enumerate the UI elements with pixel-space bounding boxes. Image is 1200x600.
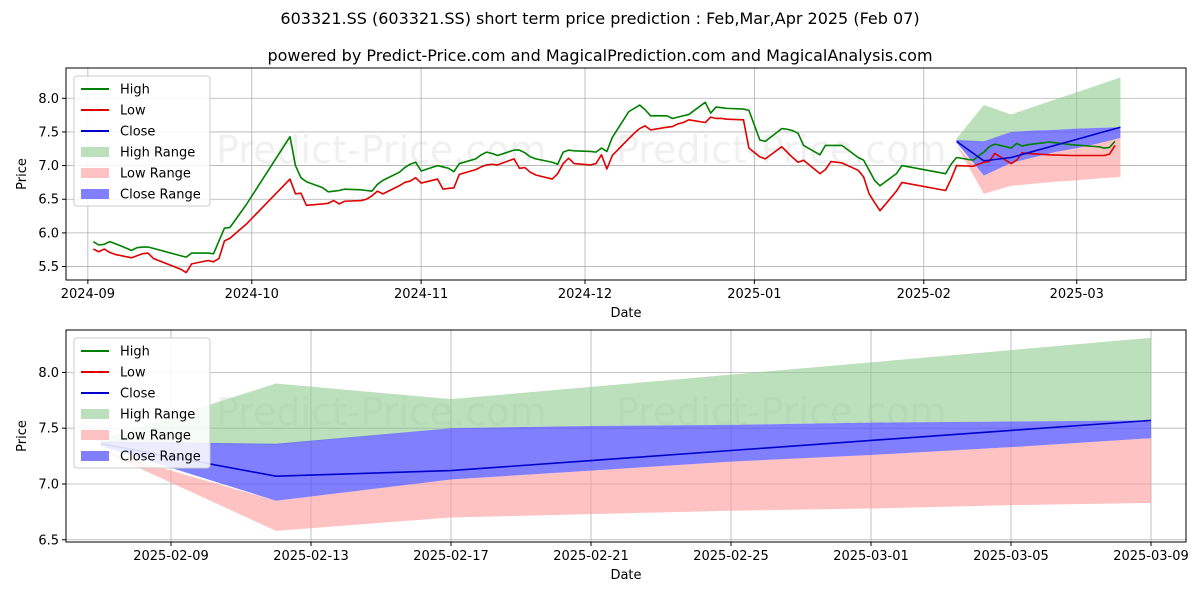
panel2-x-tick-label-0: 2025-02-09 <box>133 549 209 564</box>
panel2-legend-label-close-range: Close Range <box>120 450 201 465</box>
panel2-legend-label-high-range: High Range <box>120 408 195 423</box>
panel2-legend-swatch-high-range <box>81 409 109 419</box>
panel1-y-tick-label-1: 6.0 <box>38 226 59 241</box>
panel2-x-tick-label-6: 2025-03-05 <box>973 549 1049 564</box>
panel2-x-tick-label-7: 2025-03-09 <box>1113 549 1189 564</box>
panel2-high-range-band <box>101 337 1151 445</box>
panel1-x-tick-label-0: 2024-09 <box>61 287 115 302</box>
panel2-legend-label-low-range: Low Range <box>120 429 191 444</box>
panel1-legend-swatch-high-range <box>81 147 109 157</box>
panel1-y-tick-label-0: 5.5 <box>38 260 59 275</box>
panel2-legend-label-close: Close <box>120 387 155 402</box>
panel2-legend-swatch-low-range <box>81 430 109 440</box>
chart-subtitle: powered by Predict-Price.com and Magical… <box>267 46 933 65</box>
panel1-y-tick-label-4: 7.5 <box>38 125 59 140</box>
panel2-plot-frame <box>65 329 1187 543</box>
panel1-legend-label-close: Close <box>120 125 155 140</box>
panel2-y-tick-label-1: 7.0 <box>38 477 59 492</box>
panel2-x-tick-label-4: 2025-02-25 <box>693 549 769 564</box>
panel1-legend-swatch-close-range <box>81 189 109 199</box>
panel1-close-line <box>956 126 1121 162</box>
chart-title: 603321.SS (603321.SS) short term price p… <box>280 9 920 28</box>
panel1-legend-label-close-range: Close Range <box>120 188 201 203</box>
panel2-x-tick-label-3: 2025-02-21 <box>553 549 629 564</box>
panel1-x-axis-label: Date <box>610 306 641 321</box>
panel1-legend-label-high-range: High Range <box>120 146 195 161</box>
panel1-y-tick-label-5: 8.0 <box>38 92 59 107</box>
panel1-y-tick-label-3: 7.0 <box>38 159 59 174</box>
panel1-legend-label-low-range: Low Range <box>120 167 191 182</box>
panel2-legend-swatch-close-range <box>81 451 109 461</box>
panel2-y-axis-label: Price <box>15 420 30 452</box>
panel1-y-tick-label-2: 6.5 <box>38 193 59 208</box>
panel1-x-tick-label-3: 2024-12 <box>558 287 612 302</box>
panel1-legend-label-low: Low <box>120 104 146 119</box>
panel2-y-tick-label-3: 8.0 <box>38 366 59 381</box>
panel1-plot-frame <box>65 67 1187 281</box>
panel1-high-range-band <box>956 77 1121 143</box>
panel2-y-tick-label-0: 6.5 <box>38 533 59 548</box>
panel2-x-tick-label-5: 2025-03-01 <box>833 549 909 564</box>
panel2-y-tick-label-2: 7.5 <box>38 422 59 437</box>
panel2-low-range-band <box>101 438 1151 531</box>
panel1-low-range-band <box>956 137 1121 194</box>
panel1-low-line <box>92 116 1116 274</box>
panel2-x-axis-label: Date <box>610 568 641 583</box>
panel1-y-axis-label: Price <box>15 158 30 190</box>
panel1-high-line <box>92 101 1116 258</box>
panel2-close-line <box>100 419 1152 477</box>
panel1-watermark-1: Predict-Price.com <box>616 128 947 172</box>
panel1-x-tick-label-5: 2025-02 <box>897 287 951 302</box>
panel2-x-tick-label-1: 2025-02-13 <box>273 549 349 564</box>
panel1-x-tick-label-6: 2025-03 <box>1050 287 1104 302</box>
panel2-legend-label-high: High <box>120 345 150 360</box>
panel2-close-range-band <box>101 420 1151 501</box>
panel1-x-tick-label-4: 2025-01 <box>727 287 781 302</box>
panel1-x-tick-label-2: 2024-11 <box>394 287 448 302</box>
panel2-legend-label-low: Low <box>120 366 146 381</box>
panel1-legend-label-high: High <box>120 83 150 98</box>
panel1-x-tick-label-1: 2024-10 <box>225 287 279 302</box>
panel1-legend-swatch-low-range <box>81 168 109 178</box>
panel2-x-tick-label-2: 2025-02-17 <box>413 549 489 564</box>
